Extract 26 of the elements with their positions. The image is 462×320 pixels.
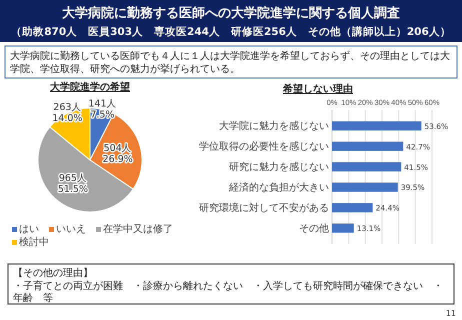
legend-label: はい xyxy=(19,224,39,235)
data-label: 965人 51.5% xyxy=(58,172,88,195)
y-tick-label: 研究環境に対して不安がある xyxy=(199,202,329,214)
text: 11 xyxy=(446,309,456,318)
y-tick-label: 経済的な負担が大きい xyxy=(228,181,329,194)
text: 大学病院に勤務する医師への大学院進学に関する個人調査 xyxy=(62,5,400,21)
chart-title: 大学院進学の希望 xyxy=(49,81,130,93)
bar xyxy=(332,224,354,233)
bar xyxy=(332,162,402,172)
bar xyxy=(332,182,398,192)
bar xyxy=(332,203,373,212)
legend-label: 検討中 xyxy=(19,236,49,248)
text: （助教870人 医員303人 専攻医244人 研修医256人 その他（講師以上）206人） xyxy=(11,25,451,38)
y-tick-label: 研究に魅力を感じない xyxy=(229,160,329,173)
y-tick-label: その他 xyxy=(299,222,329,234)
text: 大学病院に勤務している医師でも４人に１人は大学院進学を希望しておらず、その理由としては大学院、学位取得、研究への魅力が挙げられている。 xyxy=(10,50,450,75)
legend-label: 在学中又は修了 xyxy=(103,223,173,235)
chart-title: 希望しない理由 xyxy=(282,83,353,95)
legend-label: いいえ xyxy=(56,224,86,235)
text: 【その他の理由】 xyxy=(13,267,93,279)
bar xyxy=(332,121,422,130)
data-label: 504人 26.9% xyxy=(102,142,133,165)
y-tick-label: 学位取得の必要性を感じない xyxy=(199,140,329,153)
bar xyxy=(332,142,404,151)
text: ・子育てとの両立が困難 ・診療から離れたくない ・入学しても研究時間が確保できない ・年齢 等 xyxy=(13,280,443,304)
y-tick-label: 大学院に魅力を感じない xyxy=(219,120,329,132)
